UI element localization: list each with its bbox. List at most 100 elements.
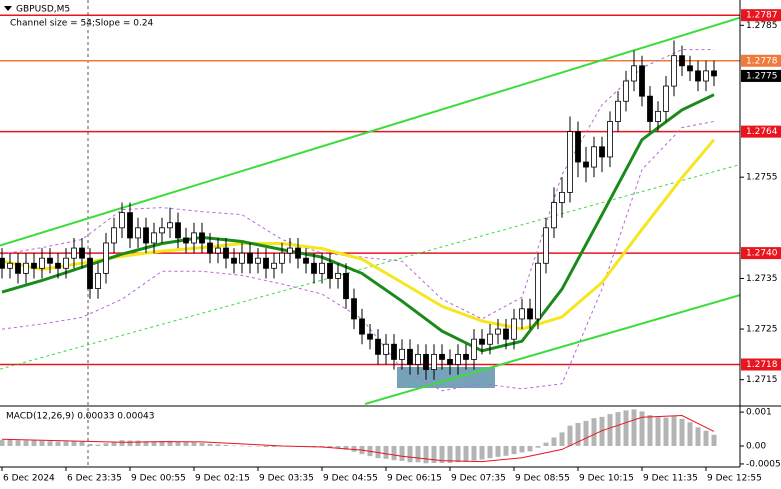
macd-bar (335, 445, 341, 449)
indicator-line (1, 121, 715, 392)
macd-bar (687, 422, 693, 446)
macd-bar (351, 445, 357, 452)
candle-body (679, 55, 685, 67)
macd-bar (255, 445, 261, 447)
candle-body (439, 353, 445, 360)
macd-bar (575, 422, 581, 446)
candle-body (431, 353, 437, 370)
trend-line (0, 164, 740, 370)
macd-label: MACD(12,26,9) 0.00033 0.00043 (6, 412, 155, 422)
macd-bar (47, 441, 53, 446)
candle-body (463, 353, 469, 360)
macd-bar (55, 441, 61, 446)
axes: 1.2785 1.2755 1.2735 1.2725 1.2715 6 Dec 2024… (1, 9, 781, 484)
macd-bar (23, 440, 29, 446)
candle-body (359, 318, 365, 335)
candle-body (191, 232, 197, 244)
candle-body (207, 242, 213, 254)
macd-bar (223, 444, 229, 446)
macd-y-tick-label: 0.00 (746, 441, 766, 451)
macd-bar (239, 445, 245, 447)
macd-bar (583, 420, 589, 446)
macd-bar (615, 412, 621, 446)
macd-bar (71, 441, 77, 446)
candle-body (471, 338, 477, 360)
candle-body (39, 257, 45, 269)
candle-body (23, 262, 29, 274)
macd-bar (79, 441, 85, 446)
macd-bar (159, 441, 165, 446)
chart-title: GBPUSD,M5 (16, 5, 70, 15)
macd-bar (567, 425, 573, 446)
x-tick-label: 9 Dec 07:35 (451, 474, 506, 484)
candle-body (55, 262, 61, 269)
x-tick-label: 9 Dec 11:35 (643, 474, 698, 484)
macd-bar (511, 445, 517, 455)
candle-body (303, 257, 309, 264)
candle-body (79, 247, 85, 259)
macd-bar (631, 409, 637, 446)
macd-y-tick-label: -0.00053 (746, 459, 781, 469)
macd-bar (39, 440, 45, 446)
candle-body (31, 262, 37, 269)
candle-body (239, 252, 245, 264)
x-tick-label: 9 Dec 04:55 (323, 474, 378, 484)
candle-body (703, 70, 709, 82)
macd-bar (103, 443, 109, 446)
candle-body (223, 247, 229, 259)
macd-bar (399, 445, 405, 461)
candle-body (255, 257, 261, 264)
candle-body (639, 65, 645, 97)
macd-bar (143, 441, 149, 446)
candle-body (543, 227, 549, 264)
macd-y-tick-label: 0.001 (746, 408, 772, 418)
candle-body (215, 247, 221, 254)
candle-body (7, 262, 13, 269)
candle-body (311, 262, 317, 274)
macd-bar (87, 443, 93, 446)
candle-body (519, 308, 525, 320)
macd-bar (207, 443, 213, 446)
macd-bar (191, 442, 197, 446)
y-tick-label: 1.2735 (746, 274, 778, 284)
candle-body (271, 262, 277, 269)
candle-body (367, 333, 373, 340)
candle-body (287, 247, 293, 254)
macd-bar (559, 432, 565, 446)
macd-bar (655, 417, 661, 446)
macd-bar (247, 445, 253, 447)
macd-panel (0, 409, 717, 464)
trend-line (364, 294, 740, 405)
candle-body (383, 343, 389, 355)
candle-body (351, 298, 357, 320)
macd-bar (591, 418, 597, 446)
candle-body (95, 272, 101, 289)
x-tick-label: 9 Dec 00:55 (131, 474, 186, 484)
x-tick-label: 9 Dec 03:35 (259, 474, 314, 484)
x-tick-label: 6 Dec 2024 (3, 474, 55, 484)
candle-body (231, 257, 237, 264)
macd-bar (407, 445, 413, 463)
candle-body (15, 262, 21, 274)
candle-body (527, 308, 533, 320)
candle-body (711, 70, 717, 77)
candle-body (455, 353, 461, 365)
macd-bar (151, 441, 157, 446)
macd-bar (487, 445, 493, 459)
candle-body (551, 202, 557, 229)
y-tick-label: 1.2755 (746, 173, 778, 183)
candle-body (343, 272, 349, 300)
candle-body (559, 191, 565, 203)
candle-body (399, 348, 405, 360)
candle-body (183, 237, 189, 244)
candle-body (663, 85, 669, 112)
macd-bar (599, 416, 605, 446)
candle-body (319, 262, 325, 274)
candle-body (503, 328, 509, 340)
y-tick-label: 1.2725 (746, 325, 778, 335)
macd-bar (231, 445, 237, 447)
macd-bar (607, 414, 613, 446)
macd-bar (703, 430, 709, 446)
macd-bar (663, 417, 669, 446)
